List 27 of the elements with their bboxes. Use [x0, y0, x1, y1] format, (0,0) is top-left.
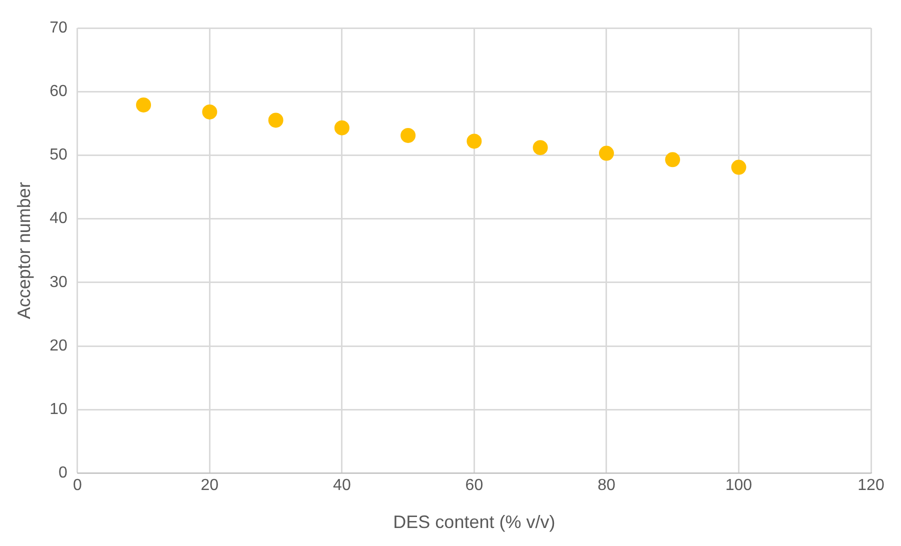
x-tick-label: 80 — [598, 477, 616, 494]
point — [731, 160, 746, 175]
y-tick-label: 50 — [50, 146, 68, 164]
x-axis-title: DES content (% v/v) — [393, 512, 556, 532]
point — [334, 120, 350, 136]
point — [532, 140, 548, 156]
y-tick-label: 30 — [50, 274, 68, 291]
y-tick-label: 70 — [50, 19, 68, 36]
point — [665, 152, 680, 168]
y-tick-label: 60 — [50, 83, 68, 100]
x-tick-label: 0 — [72, 477, 82, 494]
x-tick-label: 60 — [465, 477, 484, 494]
point — [466, 134, 482, 149]
y-tick-label: 20 — [50, 337, 68, 354]
x-tick-label: 20 — [200, 477, 219, 494]
x-tick-label: 120 — [858, 477, 884, 494]
y-tick-label: 40 — [50, 210, 68, 228]
x-tick-label: 40 — [333, 477, 351, 494]
point — [268, 112, 284, 128]
point — [598, 146, 614, 161]
y-tick-label: 0 — [58, 464, 68, 482]
y-tick-label: 10 — [50, 401, 68, 418]
point — [136, 97, 152, 112]
point — [400, 128, 416, 143]
x-tick-label: 100 — [725, 477, 752, 494]
y-axis-title: Acceptor number — [14, 182, 34, 320]
point — [202, 104, 218, 120]
